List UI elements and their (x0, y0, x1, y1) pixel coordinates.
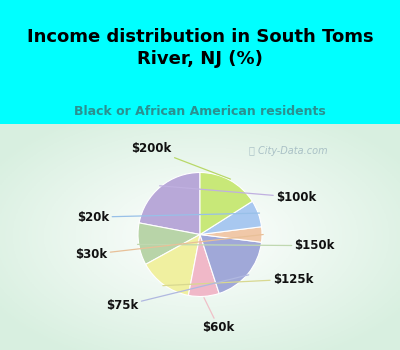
Wedge shape (138, 223, 200, 264)
Wedge shape (139, 173, 200, 235)
Text: Black or African American residents: Black or African American residents (74, 105, 326, 118)
Text: Income distribution in South Toms
River, NJ (%): Income distribution in South Toms River,… (27, 28, 373, 68)
Wedge shape (200, 173, 252, 235)
Text: $100k: $100k (160, 186, 316, 204)
Wedge shape (188, 234, 219, 296)
Wedge shape (200, 227, 262, 242)
Wedge shape (200, 234, 262, 293)
Text: $200k: $200k (132, 142, 230, 179)
Text: ⓘ City-Data.com: ⓘ City-Data.com (249, 146, 327, 156)
Text: $150k: $150k (138, 239, 335, 252)
Text: $20k: $20k (77, 211, 260, 224)
Text: $30k: $30k (76, 234, 263, 261)
Text: $75k: $75k (106, 275, 249, 312)
Text: $125k: $125k (163, 273, 313, 286)
Text: $60k: $60k (202, 298, 235, 334)
Wedge shape (146, 234, 200, 295)
Wedge shape (200, 201, 262, 234)
